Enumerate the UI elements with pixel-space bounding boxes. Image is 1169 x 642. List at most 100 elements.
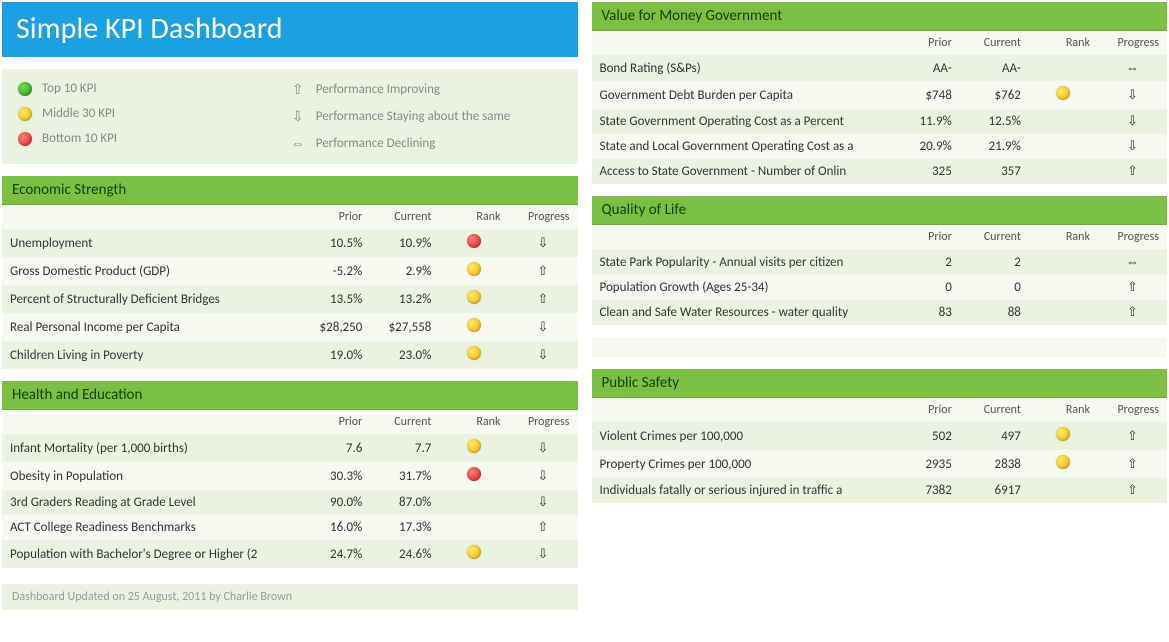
kpi-progress: ⇩ — [508, 434, 577, 462]
kpi-progress: ⇩ — [508, 341, 577, 369]
col-progress: Progress — [1098, 31, 1167, 55]
col-current: Current — [370, 205, 439, 229]
kpi-current: 23.0% — [370, 341, 439, 369]
kpi-progress: ⇔ — [1098, 249, 1167, 275]
kpi-name: Population with Bachelor's Degree or Hig… — [2, 540, 301, 568]
table-row: State and Local Government Operating Cos… — [592, 134, 1168, 159]
table-row: Real Personal Income per Capita$28,250$2… — [2, 313, 578, 341]
kpi-progress: ⇧ — [508, 257, 577, 285]
col-name — [592, 398, 891, 422]
table-row: Unemployment10.5%10.9%⇩ — [2, 229, 578, 257]
col-name — [592, 31, 891, 55]
rank-dot-icon — [467, 545, 481, 559]
panel-health-education: Health and Education PriorCurrentRankPro… — [2, 381, 578, 568]
kpi-prior: 30.3% — [301, 462, 370, 490]
kpi-current: 2.9% — [370, 257, 439, 285]
kpi-current: 21.9% — [960, 134, 1029, 159]
dashboard-footer: Dashboard Updated on 25 August, 2011 by … — [2, 584, 578, 610]
kpi-name: Individuals fatally or serious injured i… — [592, 478, 891, 503]
table-row: Infant Mortality (per 1,000 births)7.67.… — [2, 434, 578, 462]
kpi-name: State Government Operating Cost as a Per… — [592, 109, 891, 134]
kpi-name: Access to State Government - Number of O… — [592, 159, 891, 184]
table-row: Children Living in Poverty19.0%23.0% ⇩ — [2, 341, 578, 369]
kpi-current: 497 — [960, 422, 1029, 450]
kpi-progress: ⇔ — [1098, 55, 1167, 81]
kpi-current: 2 — [960, 249, 1029, 275]
kpi-name: Percent of Structurally Deficient Bridge… — [2, 285, 301, 313]
kpi-current: $27,558 — [370, 313, 439, 341]
kpi-name: 3rd Graders Reading at Grade Level — [2, 490, 301, 515]
kpi-current: 13.2% — [370, 285, 439, 313]
kpi-rank — [1029, 81, 1098, 109]
kpi-name: State Park Popularity - Annual visits pe… — [592, 249, 891, 275]
rank-dot-icon — [467, 290, 481, 304]
kpi-table: PriorCurrentRankProgressUnemployment10.5… — [2, 205, 578, 369]
kpi-table: PriorCurrentRankProgressInfant Mortality… — [2, 410, 578, 568]
table-row: Individuals fatally or serious injured i… — [592, 478, 1168, 503]
col-name — [2, 205, 301, 229]
col-current: Current — [960, 398, 1029, 422]
kpi-name: Clean and Safe Water Resources - water q… — [592, 300, 891, 325]
kpi-current: 31.7% — [370, 462, 439, 490]
kpi-name: Obesity in Population — [2, 462, 301, 490]
kpi-name: Violent Crimes per 100,000 — [592, 422, 891, 450]
col-name — [592, 225, 891, 249]
panel-title: Value for Money Government — [592, 2, 1168, 31]
kpi-current: 87.0% — [370, 490, 439, 515]
kpi-rank — [439, 515, 508, 540]
legend-label: Performance Staying about the same — [316, 109, 511, 124]
legend-label: Performance Improving — [316, 82, 440, 97]
table-row: Obesity in Population30.3%31.7%⇩ — [2, 462, 578, 490]
dot-yellow-icon — [18, 107, 32, 121]
legend-progress-same: ⇩ Performance Staying about the same — [290, 108, 562, 125]
kpi-prior: 19.0% — [301, 341, 370, 369]
kpi-progress: ⇩ — [508, 540, 577, 568]
kpi-rank — [1029, 450, 1098, 478]
kpi-name: Government Debt Burden per Capita — [592, 81, 891, 109]
kpi-name: Children Living in Poverty — [2, 341, 301, 369]
legend-rank-middle: Middle 30 KPI — [18, 106, 290, 121]
col-progress: Progress — [1098, 225, 1167, 249]
col-current: Current — [960, 31, 1029, 55]
legend-label: Bottom 10 KPI — [42, 131, 117, 146]
kpi-rank — [439, 490, 508, 515]
kpi-prior: $748 — [891, 81, 960, 109]
kpi-current: 2838 — [960, 450, 1029, 478]
kpi-prior: 20.9% — [891, 134, 960, 159]
kpi-progress: ⇧ — [1098, 450, 1167, 478]
col-current: Current — [960, 225, 1029, 249]
kpi-rank — [1029, 478, 1098, 503]
panel-title: Health and Education — [2, 381, 578, 410]
table-row: Government Debt Burden per Capita$748$76… — [592, 81, 1168, 109]
rank-dot-icon — [467, 439, 481, 453]
table-row: State Park Popularity - Annual visits pe… — [592, 249, 1168, 275]
kpi-rank — [1029, 55, 1098, 81]
panel-quality-of-life: Quality of Life PriorCurrentRankProgress… — [592, 196, 1168, 325]
panel-value-for-money: Value for Money Government PriorCurrentR… — [592, 2, 1168, 184]
legend-label: Performance Declining — [316, 136, 436, 151]
kpi-name: Bond Rating (S&Ps) — [592, 55, 891, 81]
kpi-progress: ⇩ — [508, 313, 577, 341]
kpi-prior: 90.0% — [301, 490, 370, 515]
left-column: Simple KPI Dashboard Top 10 KPI Middle 3… — [2, 2, 578, 610]
kpi-progress: ⇧ — [1098, 275, 1167, 300]
blank-row — [592, 337, 1168, 357]
col-rank: Rank — [1029, 31, 1098, 55]
kpi-prior: 325 — [891, 159, 960, 184]
table-row: ACT College Readiness Benchmarks16.0%17.… — [2, 515, 578, 540]
col-rank: Rank — [1029, 225, 1098, 249]
panel-title: Public Safety — [592, 369, 1168, 398]
legend-rank-top: Top 10 KPI — [18, 81, 290, 96]
col-prior: Prior — [301, 410, 370, 434]
kpi-name: Gross Domestic Product (GDP) — [2, 257, 301, 285]
col-rank: Rank — [439, 205, 508, 229]
kpi-rank — [1029, 159, 1098, 184]
kpi-progress: ⇧ — [508, 515, 577, 540]
table-row: Bond Rating (S&Ps)AA-AA-⇔ — [592, 55, 1168, 81]
panel-title: Economic Strength — [2, 176, 578, 205]
rank-dot-icon — [467, 318, 481, 332]
kpi-current: AA- — [960, 55, 1029, 81]
kpi-rank — [1029, 134, 1098, 159]
right-column: Value for Money Government PriorCurrentR… — [592, 2, 1168, 610]
arrow-down-icon: ⇩ — [290, 108, 306, 125]
